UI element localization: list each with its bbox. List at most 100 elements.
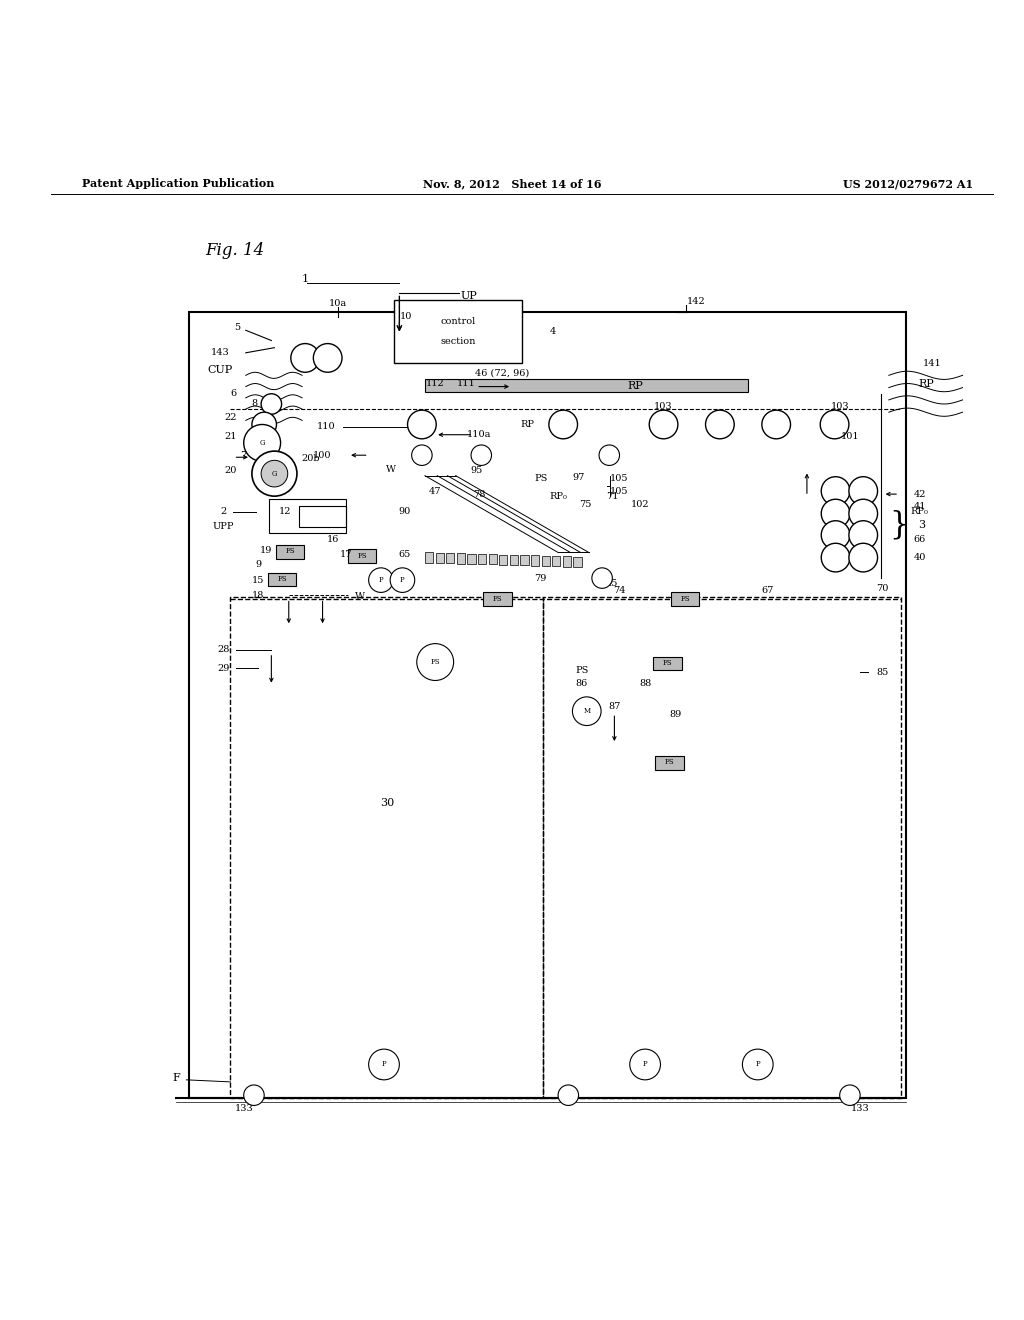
Text: 47: 47 bbox=[429, 487, 441, 495]
Text: W: W bbox=[355, 591, 366, 601]
Text: 105: 105 bbox=[610, 487, 629, 495]
Bar bbox=[500, 554, 508, 565]
Text: 141: 141 bbox=[923, 359, 941, 367]
Bar bbox=[543, 597, 901, 1098]
Circle shape bbox=[706, 411, 734, 438]
Text: 16: 16 bbox=[327, 535, 339, 544]
Text: FS: FS bbox=[680, 594, 690, 602]
Text: 10: 10 bbox=[399, 313, 412, 322]
Bar bbox=[276, 545, 304, 558]
Circle shape bbox=[742, 1049, 773, 1080]
Text: 12: 12 bbox=[279, 507, 291, 516]
Bar bbox=[467, 553, 475, 564]
Bar bbox=[563, 556, 571, 566]
Text: 78: 78 bbox=[473, 490, 485, 499]
Circle shape bbox=[549, 411, 578, 438]
Text: 5: 5 bbox=[234, 322, 241, 331]
Text: UPP: UPP bbox=[213, 523, 233, 532]
Circle shape bbox=[369, 568, 393, 593]
Bar bbox=[435, 553, 443, 564]
Text: 19: 19 bbox=[260, 546, 272, 554]
Text: 105: 105 bbox=[610, 474, 629, 483]
Text: 75: 75 bbox=[580, 500, 592, 508]
Text: 22: 22 bbox=[224, 413, 237, 422]
Text: 97: 97 bbox=[572, 474, 585, 482]
Bar bbox=[189, 312, 906, 1098]
Circle shape bbox=[849, 499, 878, 528]
Bar bbox=[425, 379, 748, 392]
Text: 18: 18 bbox=[252, 591, 264, 601]
Circle shape bbox=[821, 520, 850, 549]
Text: FS: FS bbox=[430, 659, 440, 667]
Text: 110a: 110a bbox=[467, 430, 492, 440]
Bar bbox=[394, 300, 522, 363]
Text: 102: 102 bbox=[631, 500, 649, 508]
Text: 90: 90 bbox=[398, 507, 411, 516]
Text: 100: 100 bbox=[313, 450, 332, 459]
Text: 15: 15 bbox=[252, 576, 264, 585]
Text: 95: 95 bbox=[470, 466, 482, 475]
Text: 87: 87 bbox=[608, 702, 621, 710]
Text: 89: 89 bbox=[670, 710, 682, 719]
Circle shape bbox=[244, 425, 281, 462]
Circle shape bbox=[558, 1085, 579, 1105]
Circle shape bbox=[821, 544, 850, 572]
Circle shape bbox=[820, 411, 849, 438]
Circle shape bbox=[261, 461, 288, 487]
Bar bbox=[348, 549, 376, 562]
Text: 8: 8 bbox=[251, 400, 257, 408]
Text: F: F bbox=[172, 1073, 180, 1082]
Text: 9: 9 bbox=[255, 560, 261, 569]
Text: US 2012/0279672 A1: US 2012/0279672 A1 bbox=[843, 178, 973, 189]
Text: 88: 88 bbox=[639, 678, 651, 688]
Text: Nov. 8, 2012   Sheet 14 of 16: Nov. 8, 2012 Sheet 14 of 16 bbox=[423, 178, 601, 189]
Text: 21: 21 bbox=[224, 432, 237, 441]
Bar bbox=[573, 557, 582, 566]
Bar bbox=[655, 756, 684, 770]
Text: RP: RP bbox=[627, 380, 643, 391]
Text: 110: 110 bbox=[316, 422, 335, 432]
Text: UP: UP bbox=[461, 292, 477, 301]
Bar bbox=[542, 556, 550, 566]
Text: G: G bbox=[271, 470, 278, 478]
Text: control: control bbox=[440, 317, 476, 326]
Circle shape bbox=[369, 1049, 399, 1080]
Text: 142: 142 bbox=[687, 297, 706, 306]
Circle shape bbox=[762, 411, 791, 438]
Text: 41: 41 bbox=[913, 502, 926, 511]
Circle shape bbox=[291, 343, 319, 372]
Text: 112: 112 bbox=[426, 379, 444, 388]
Circle shape bbox=[630, 1049, 660, 1080]
Text: 79: 79 bbox=[535, 574, 547, 582]
Circle shape bbox=[849, 544, 878, 572]
Text: 133: 133 bbox=[851, 1104, 869, 1113]
Bar bbox=[488, 554, 497, 565]
Bar bbox=[483, 593, 512, 606]
Text: 29: 29 bbox=[217, 664, 229, 673]
Text: 46 (72, 96): 46 (72, 96) bbox=[475, 368, 528, 378]
Text: W: W bbox=[386, 465, 396, 474]
Text: G: G bbox=[259, 440, 265, 447]
Text: 66: 66 bbox=[913, 535, 926, 544]
Circle shape bbox=[412, 445, 432, 466]
Text: section: section bbox=[440, 337, 476, 346]
Circle shape bbox=[252, 412, 276, 437]
Text: Patent Application Publication: Patent Application Publication bbox=[82, 178, 274, 189]
Bar bbox=[425, 553, 433, 562]
Text: FS: FS bbox=[286, 548, 296, 556]
Circle shape bbox=[390, 568, 415, 593]
Text: 86: 86 bbox=[575, 678, 588, 688]
Bar bbox=[230, 597, 543, 1098]
Text: 4: 4 bbox=[550, 327, 556, 335]
Text: 42: 42 bbox=[913, 490, 926, 499]
Text: 30: 30 bbox=[380, 799, 394, 808]
Circle shape bbox=[599, 445, 620, 466]
Bar bbox=[268, 573, 296, 586]
Text: 1: 1 bbox=[302, 275, 309, 284]
Text: 71: 71 bbox=[606, 491, 618, 500]
Circle shape bbox=[849, 520, 878, 549]
Bar bbox=[478, 554, 486, 564]
Text: P: P bbox=[382, 1060, 386, 1068]
Circle shape bbox=[821, 477, 850, 506]
Text: FS: FS bbox=[493, 594, 503, 602]
